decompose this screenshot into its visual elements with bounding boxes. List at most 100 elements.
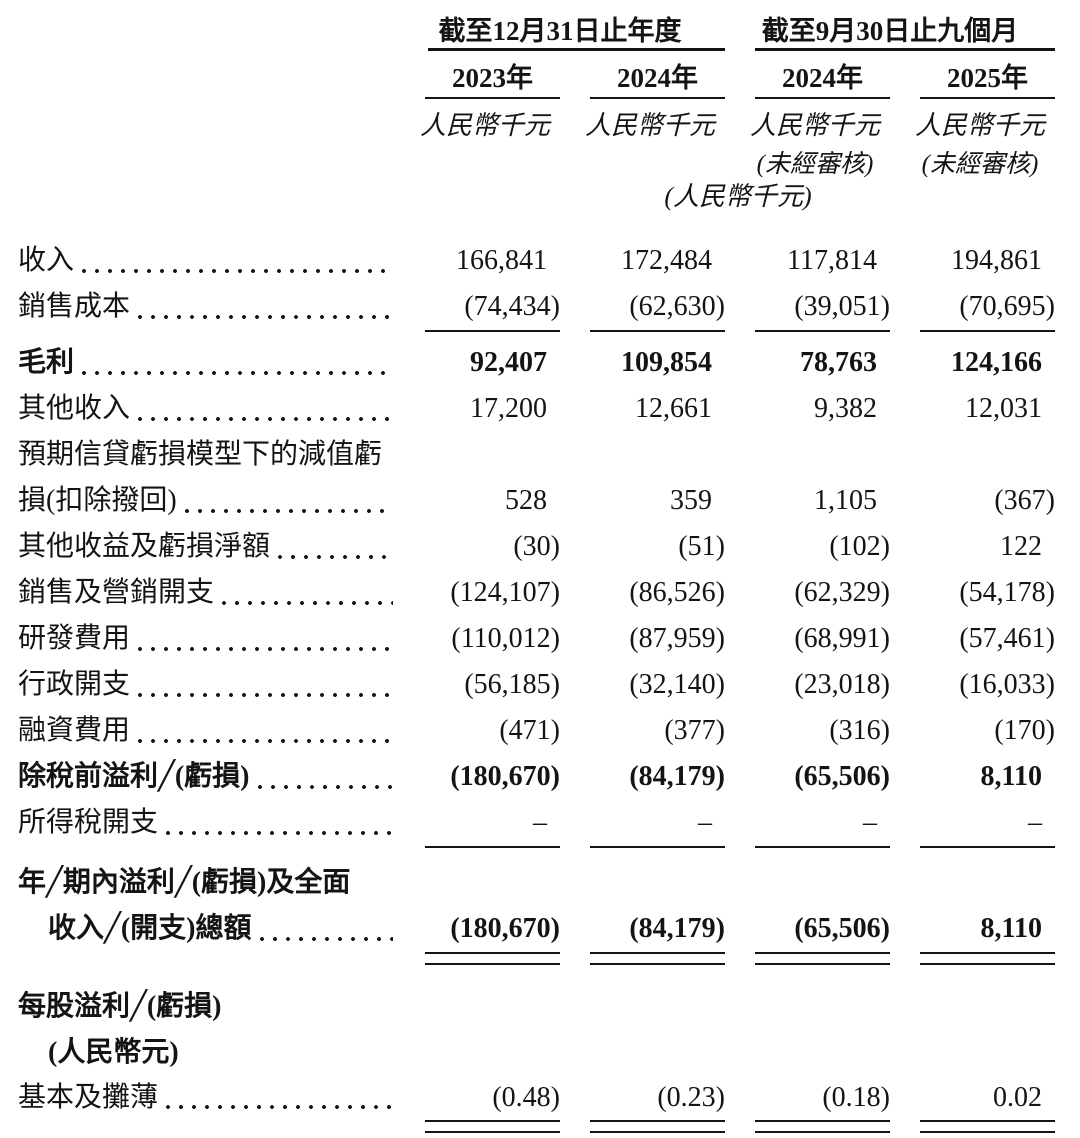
single-rule — [425, 846, 560, 848]
value-cell: (23,018) — [794, 669, 890, 700]
combined-currency-note: (人民幣千元) — [664, 182, 812, 211]
currency-unit-label: 人民幣千元 — [419, 110, 550, 140]
year-column-header: 2024年 — [782, 62, 863, 93]
value-cell: 8,110 — [980, 761, 1042, 792]
row-label: 研發費用 — [18, 623, 131, 654]
dot-leader — [138, 315, 393, 319]
table-row-admin-expenses: 行政開支 (56,185) (32,140) (23,018) (16,033) — [18, 662, 1080, 708]
period-group-header-row: 截至12月31日止年度 截至9月30日止九個月 — [18, 8, 1080, 48]
table-row-revenue: 收入 166,841 172,484 117,814 194,861 — [18, 238, 1080, 284]
value-cell: (68,991) — [794, 623, 890, 654]
value-cell: 172,484 — [621, 245, 712, 276]
group-rule — [755, 48, 1055, 51]
table-row-selling-marketing: 銷售及營銷開支 (124,107) (86,526) (62,329) (54,… — [18, 570, 1080, 616]
dot-leader — [82, 371, 393, 375]
value-cell: (65,506) — [794, 761, 890, 792]
year-column-header: 2024年 — [617, 62, 698, 93]
group-rule — [428, 48, 725, 51]
unaudited-note: (未經審核) — [921, 151, 1039, 178]
year-column-header: 2025年 — [947, 62, 1028, 93]
dot-leader — [138, 693, 393, 697]
single-rule — [755, 330, 890, 332]
table-row-income-tax: 所得稅開支 – – – – — [18, 800, 1080, 846]
row-label: 損(扣除撥回) — [18, 485, 177, 516]
value-cell: 12,031 — [965, 393, 1042, 424]
value-cell: (367) — [994, 485, 1055, 516]
value-cell: 109,854 — [621, 347, 712, 378]
currency-unit-row: 人民幣千元 人民幣千元 人民幣千元 人民幣千元 — [18, 102, 1080, 144]
dot-leader — [138, 417, 393, 421]
double-rule — [755, 952, 890, 965]
value-cell: – — [863, 807, 877, 838]
double-rule — [920, 952, 1055, 965]
currency-unit-label: 人民幣千元 — [584, 110, 715, 140]
value-cell: (32,140) — [629, 669, 725, 700]
subtotal-rules — [18, 846, 1080, 856]
row-label: 預期信貸虧損模型下的減值虧 — [18, 439, 383, 470]
value-cell: (54,178) — [959, 577, 1055, 608]
value-cell: 78,763 — [800, 347, 877, 378]
dot-leader — [166, 831, 393, 835]
value-cell: 8,110 — [980, 913, 1042, 944]
table-row-rd-expenses: 研發費用 (110,012) (87,959) (68,991) (57,461… — [18, 616, 1080, 662]
double-rule — [920, 1120, 1055, 1133]
unaudited-note: (未經審核) — [756, 151, 874, 178]
value-cell: 0.02 — [993, 1082, 1042, 1113]
single-rule — [920, 846, 1055, 848]
value-cell: (102) — [829, 531, 890, 562]
value-cell: 92,407 — [470, 347, 547, 378]
dot-leader — [138, 739, 393, 743]
table-row-other-gains-losses: 其他收益及虧損淨額 (30) (51) (102) 122 — [18, 524, 1080, 570]
value-cell: (39,051) — [794, 291, 890, 322]
value-cell: 117,814 — [787, 245, 877, 276]
value-cell: 122 — [1000, 531, 1042, 562]
double-rule — [425, 1120, 560, 1133]
value-cell: (124,107) — [450, 577, 560, 608]
single-rule — [920, 330, 1055, 332]
dot-leader — [278, 555, 393, 559]
value-cell: 17,200 — [470, 393, 547, 424]
row-label: 行政開支 — [18, 669, 131, 700]
unaudited-note-row: (未經審核) (未經審核) — [18, 144, 1080, 178]
value-cell: (70,695) — [959, 291, 1055, 322]
table-row-eps-unit: (人民幣元) — [18, 1030, 1080, 1076]
row-label: 銷售成本 — [18, 291, 131, 322]
value-cell: (16,033) — [959, 669, 1055, 700]
value-cell: – — [1028, 807, 1042, 838]
value-cell: – — [698, 807, 712, 838]
value-cell: 359 — [670, 485, 712, 516]
dot-leader — [166, 1105, 393, 1109]
value-cell: 1,105 — [814, 485, 877, 516]
dot-leader — [257, 785, 393, 789]
row-label: 其他收益及虧損淨額 — [18, 531, 271, 562]
value-cell: (62,630) — [629, 291, 725, 322]
row-label: 收入╱(開支)總額 — [48, 913, 252, 944]
value-cell: (0.23) — [657, 1082, 725, 1113]
column-rule — [920, 97, 1055, 99]
table-row-profit-before-tax: 除稅前溢利╱(虧損) (180,670) (84,179) (65,506) 8… — [18, 754, 1080, 800]
currency-unit-label: 人民幣千元 — [914, 110, 1045, 140]
value-cell: (0.48) — [492, 1082, 560, 1113]
dot-leader — [222, 601, 393, 605]
row-label: 其他收入 — [18, 393, 131, 424]
value-cell: (74,434) — [464, 291, 560, 322]
period-group-title-annual: 截至12月31日止年度 — [438, 15, 682, 46]
value-cell: (86,526) — [629, 577, 725, 608]
table-row-eps-header: 每股溢利╱(虧損) — [18, 984, 1080, 1030]
row-label: 所得稅開支 — [18, 807, 159, 838]
dot-leader — [82, 269, 393, 273]
table-row-finance-costs: 融資費用 (471) (377) (316) (170) — [18, 708, 1080, 754]
dot-leader — [259, 937, 393, 941]
subtotal-rules — [18, 330, 1080, 340]
period-group-rules — [18, 48, 1080, 53]
value-cell: (110,012) — [451, 623, 560, 654]
column-rule — [425, 97, 560, 99]
table-row-ecl-impairment-line1: 預期信貸虧損模型下的減值虧 — [18, 432, 1080, 478]
column-rule — [590, 97, 725, 99]
value-cell: 124,166 — [951, 347, 1042, 378]
double-rule — [755, 1120, 890, 1133]
value-cell: (0.18) — [822, 1082, 890, 1113]
value-cell: 166,841 — [456, 245, 547, 276]
dot-leader — [138, 647, 393, 651]
